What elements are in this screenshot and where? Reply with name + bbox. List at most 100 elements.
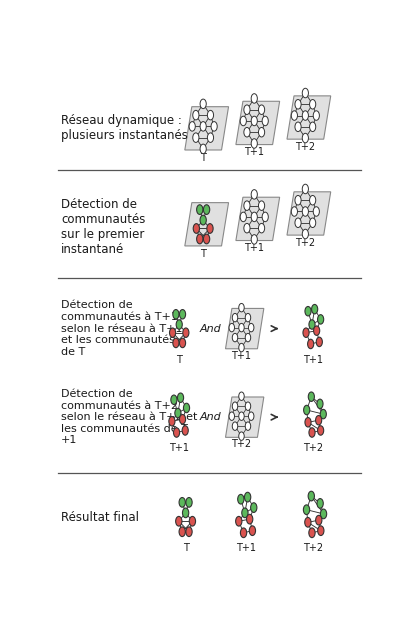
Circle shape bbox=[229, 323, 234, 332]
Text: T+1: T+1 bbox=[232, 351, 251, 360]
Circle shape bbox=[236, 516, 242, 526]
Text: And: And bbox=[200, 412, 221, 422]
Circle shape bbox=[291, 207, 297, 216]
Circle shape bbox=[245, 402, 250, 410]
Circle shape bbox=[179, 527, 185, 537]
Text: T: T bbox=[176, 355, 182, 365]
Circle shape bbox=[232, 313, 238, 322]
Circle shape bbox=[179, 498, 185, 507]
Circle shape bbox=[244, 105, 250, 114]
Text: T+2: T+2 bbox=[295, 142, 316, 152]
Circle shape bbox=[186, 527, 192, 537]
Text: T: T bbox=[200, 153, 206, 163]
Circle shape bbox=[308, 392, 314, 401]
Circle shape bbox=[309, 427, 315, 437]
Circle shape bbox=[245, 422, 250, 431]
Text: T+1: T+1 bbox=[244, 243, 264, 254]
Circle shape bbox=[316, 415, 322, 425]
Circle shape bbox=[242, 508, 248, 518]
Circle shape bbox=[321, 509, 327, 519]
Circle shape bbox=[200, 215, 206, 225]
Circle shape bbox=[245, 334, 250, 342]
Circle shape bbox=[183, 508, 189, 518]
Circle shape bbox=[258, 224, 265, 233]
Circle shape bbox=[169, 417, 175, 426]
Circle shape bbox=[258, 127, 265, 137]
Circle shape bbox=[251, 139, 258, 148]
Circle shape bbox=[197, 234, 203, 244]
Circle shape bbox=[251, 116, 258, 126]
Circle shape bbox=[173, 309, 179, 319]
Polygon shape bbox=[185, 107, 229, 150]
Circle shape bbox=[308, 339, 314, 349]
Polygon shape bbox=[236, 197, 280, 240]
Polygon shape bbox=[225, 397, 264, 437]
Polygon shape bbox=[236, 101, 280, 144]
Text: T+2: T+2 bbox=[303, 443, 323, 453]
Circle shape bbox=[258, 201, 265, 210]
Circle shape bbox=[248, 323, 254, 332]
Circle shape bbox=[250, 503, 257, 512]
Circle shape bbox=[183, 328, 189, 337]
Circle shape bbox=[241, 528, 247, 537]
Circle shape bbox=[309, 100, 316, 109]
Circle shape bbox=[193, 224, 199, 233]
Text: Détection de
communautés
sur le premier
instantané: Détection de communautés sur le premier … bbox=[61, 197, 145, 256]
Circle shape bbox=[193, 133, 199, 142]
Circle shape bbox=[204, 234, 210, 244]
Circle shape bbox=[318, 426, 324, 435]
Circle shape bbox=[251, 94, 258, 104]
Circle shape bbox=[309, 218, 316, 227]
Circle shape bbox=[197, 204, 203, 215]
Circle shape bbox=[309, 528, 315, 537]
Text: T: T bbox=[200, 249, 206, 259]
Circle shape bbox=[244, 201, 250, 210]
Circle shape bbox=[302, 207, 309, 216]
Circle shape bbox=[183, 403, 190, 413]
Text: And: And bbox=[200, 323, 221, 334]
Circle shape bbox=[316, 515, 322, 525]
Circle shape bbox=[180, 415, 185, 424]
Circle shape bbox=[318, 526, 324, 535]
Circle shape bbox=[200, 144, 206, 153]
Text: Résultat final: Résultat final bbox=[61, 511, 139, 523]
Circle shape bbox=[239, 432, 244, 440]
Circle shape bbox=[248, 412, 254, 420]
Circle shape bbox=[239, 304, 244, 312]
Circle shape bbox=[309, 320, 315, 329]
Circle shape bbox=[313, 111, 319, 120]
Text: T+1: T+1 bbox=[244, 148, 264, 157]
Circle shape bbox=[239, 392, 244, 401]
Circle shape bbox=[249, 526, 255, 535]
Text: T: T bbox=[183, 543, 189, 553]
Circle shape bbox=[245, 313, 250, 322]
Circle shape bbox=[295, 100, 301, 109]
Polygon shape bbox=[225, 309, 264, 349]
Circle shape bbox=[314, 326, 320, 335]
Circle shape bbox=[180, 338, 185, 348]
Circle shape bbox=[175, 408, 181, 418]
Circle shape bbox=[232, 334, 238, 342]
Circle shape bbox=[204, 204, 210, 215]
Circle shape bbox=[309, 196, 316, 205]
Circle shape bbox=[258, 105, 265, 114]
Circle shape bbox=[232, 422, 238, 431]
Circle shape bbox=[305, 307, 311, 316]
Circle shape bbox=[316, 337, 322, 346]
Polygon shape bbox=[185, 203, 229, 246]
Circle shape bbox=[305, 518, 311, 527]
Circle shape bbox=[303, 505, 310, 514]
Circle shape bbox=[317, 399, 323, 408]
Circle shape bbox=[239, 343, 244, 352]
Circle shape bbox=[239, 323, 244, 332]
Circle shape bbox=[305, 417, 311, 427]
Circle shape bbox=[320, 410, 326, 419]
Polygon shape bbox=[287, 96, 331, 139]
Circle shape bbox=[251, 190, 258, 199]
Text: T+2: T+2 bbox=[232, 439, 252, 449]
Circle shape bbox=[251, 235, 258, 244]
Circle shape bbox=[244, 492, 251, 502]
Circle shape bbox=[302, 229, 309, 239]
Circle shape bbox=[302, 184, 309, 194]
Circle shape bbox=[308, 491, 314, 501]
